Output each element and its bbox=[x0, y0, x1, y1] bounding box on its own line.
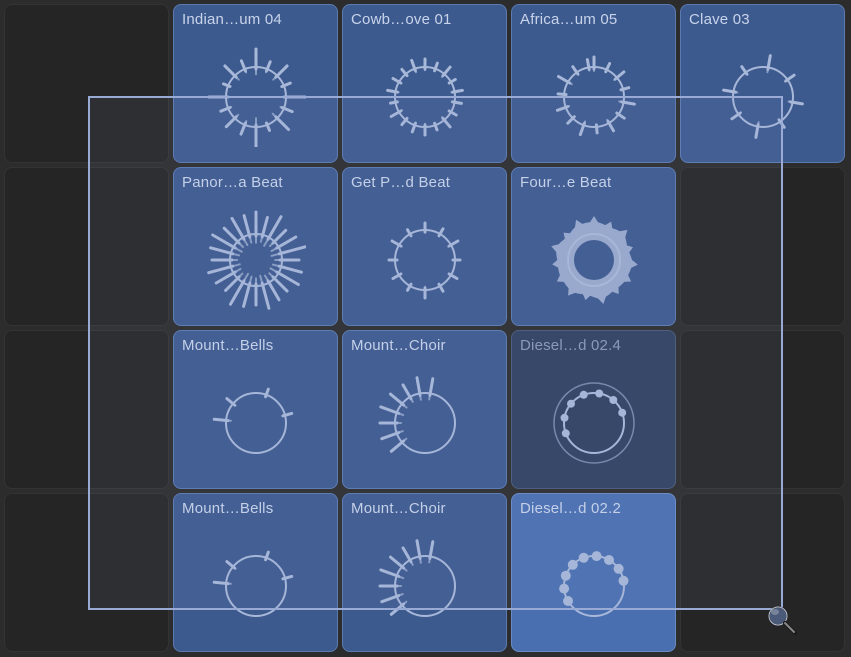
waveform-icon bbox=[512, 195, 675, 325]
waveform-icon bbox=[174, 32, 337, 162]
empty-pad[interactable] bbox=[4, 4, 169, 163]
pad-label: Clave 03 bbox=[681, 5, 844, 32]
empty-pad[interactable] bbox=[4, 330, 169, 489]
drum-pad[interactable]: Mount…Bells bbox=[173, 330, 338, 489]
empty-pad[interactable] bbox=[680, 330, 845, 489]
pad-label: Cowb…ove 01 bbox=[343, 5, 506, 32]
pad-label: Africa…um 05 bbox=[512, 5, 675, 32]
pad-label: Mount…Bells bbox=[174, 494, 337, 521]
pad-label: Four…e Beat bbox=[512, 168, 675, 195]
pad-label: Diesel…d 02.4 bbox=[512, 331, 675, 358]
waveform-icon bbox=[681, 32, 844, 162]
pad-label: Panor…a Beat bbox=[174, 168, 337, 195]
drum-pad[interactable]: Africa…um 05 bbox=[511, 4, 676, 163]
pad-label: Get P…d Beat bbox=[343, 168, 506, 195]
drum-pad[interactable]: Panor…a Beat bbox=[173, 167, 338, 326]
drum-pad[interactable]: Mount…Choir bbox=[342, 493, 507, 652]
waveform-icon bbox=[512, 358, 675, 488]
pad-label: Mount…Bells bbox=[174, 331, 337, 358]
drum-pad[interactable]: Cowb…ove 01 bbox=[342, 4, 507, 163]
empty-pad[interactable] bbox=[680, 167, 845, 326]
pad-label: Diesel…d 02.2 bbox=[512, 494, 675, 521]
waveform-icon bbox=[174, 195, 337, 325]
waveform-icon bbox=[512, 32, 675, 162]
drum-pad[interactable]: Mount…Bells bbox=[173, 493, 338, 652]
waveform-icon bbox=[512, 521, 675, 651]
waveform-icon bbox=[343, 358, 506, 488]
waveform-icon bbox=[343, 32, 506, 162]
pad-label: Mount…Choir bbox=[343, 331, 506, 358]
drum-pad[interactable]: Diesel…d 02.2 bbox=[511, 493, 676, 652]
pad-label: Mount…Choir bbox=[343, 494, 506, 521]
drum-pad[interactable]: Mount…Choir bbox=[342, 330, 507, 489]
waveform-icon bbox=[343, 195, 506, 325]
pad-grid: Indian…um 04Cowb…ove 01Africa…um 05Clave… bbox=[0, 0, 851, 656]
drum-pad[interactable]: Clave 03 bbox=[680, 4, 845, 163]
pad-label: Indian…um 04 bbox=[174, 5, 337, 32]
drum-pad[interactable]: Four…e Beat bbox=[511, 167, 676, 326]
waveform-icon bbox=[174, 358, 337, 488]
waveform-icon bbox=[174, 521, 337, 651]
empty-pad[interactable] bbox=[4, 493, 169, 652]
empty-pad[interactable] bbox=[680, 493, 845, 652]
drum-pad[interactable]: Diesel…d 02.4 bbox=[511, 330, 676, 489]
drum-pad[interactable]: Get P…d Beat bbox=[342, 167, 507, 326]
drum-pad[interactable]: Indian…um 04 bbox=[173, 4, 338, 163]
waveform-icon bbox=[343, 521, 506, 651]
empty-pad[interactable] bbox=[4, 167, 169, 326]
